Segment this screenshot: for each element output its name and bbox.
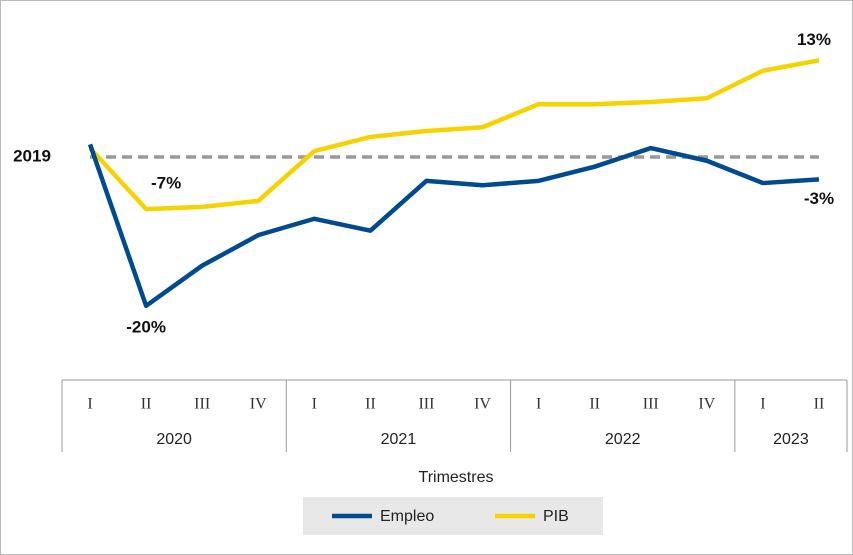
data-label: -20% <box>126 317 166 336</box>
x-tick-label: IV <box>698 396 715 413</box>
x-tick-label: III <box>643 396 659 413</box>
x-tick-label: II <box>589 396 600 413</box>
x-tick-label: IV <box>474 396 491 413</box>
legend-label: Empleo <box>380 508 434 525</box>
x-tick-label: II <box>141 396 152 413</box>
x-axis-title: Trimestres <box>419 469 494 486</box>
x-tick-label: II <box>814 396 825 413</box>
group-label: 2020 <box>156 431 192 448</box>
x-tick-label: I <box>87 396 92 413</box>
data-label: 13% <box>797 30 831 49</box>
data-label: -7% <box>151 174 181 193</box>
group-label: 2023 <box>773 431 809 448</box>
series-line <box>87 143 820 309</box>
legend-label: PIB <box>543 508 569 525</box>
x-tick-label: III <box>418 396 434 413</box>
x-tick-label: I <box>760 396 765 413</box>
x-tick-label: IV <box>250 396 267 413</box>
group-label: 2022 <box>605 431 641 448</box>
x-tick-label: I <box>536 396 541 413</box>
data-label: -3% <box>804 189 834 208</box>
x-tick-label: II <box>365 396 376 413</box>
series-line <box>88 58 820 212</box>
group-label: 2021 <box>381 431 417 448</box>
x-tick-label: III <box>194 396 210 413</box>
x-tick-label: I <box>312 396 317 413</box>
reference-label: 2019 <box>13 147 51 166</box>
